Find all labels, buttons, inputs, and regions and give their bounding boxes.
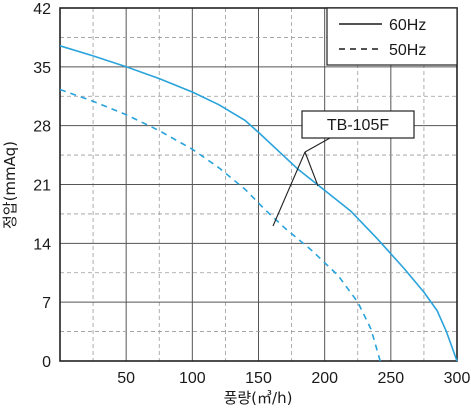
tick-labels: 50 100 150 200 250 300 0 7 14 21 28 35 42 — [33, 1, 470, 387]
y-tick-label: 21 — [33, 178, 51, 195]
plot-border — [59, 7, 458, 362]
series-line-50hz — [59, 88, 381, 362]
x-tick-label: 300 — [444, 370, 471, 387]
annotation-leader-50hz — [272, 151, 306, 227]
legend-label-60hz: 60Hz — [389, 17, 426, 34]
x-tick-label: 200 — [311, 370, 338, 387]
y-tick-label: 14 — [33, 236, 51, 253]
legend-box — [326, 7, 458, 66]
y-axis-title: 정압(mmAq) — [1, 141, 19, 229]
series-line-60hz — [59, 45, 458, 362]
annotation-box — [301, 110, 415, 139]
y-tick-label: 7 — [42, 295, 51, 312]
legend: 60Hz 50Hz — [326, 7, 458, 66]
x-tick-label: 50 — [117, 370, 135, 387]
x-tick-label: 100 — [179, 370, 206, 387]
annotation-leader-60hz — [304, 151, 319, 187]
legend-label-50hz: 50Hz — [389, 42, 426, 59]
annotation-connector — [304, 137, 331, 153]
y-tick-label: 35 — [33, 60, 51, 77]
x-tick-label: 250 — [377, 370, 404, 387]
y-tick-label: 0 — [42, 354, 51, 371]
y-tick-label: 28 — [33, 119, 51, 136]
series-layer — [59, 45, 458, 362]
x-axis-title: 풍량(㎥/h) — [224, 389, 293, 407]
x-tick-label: 150 — [245, 370, 272, 387]
annotation-label: TB-105F — [327, 117, 389, 134]
model-annotation: TB-105F — [272, 110, 415, 227]
y-tick-label: 42 — [33, 1, 51, 18]
